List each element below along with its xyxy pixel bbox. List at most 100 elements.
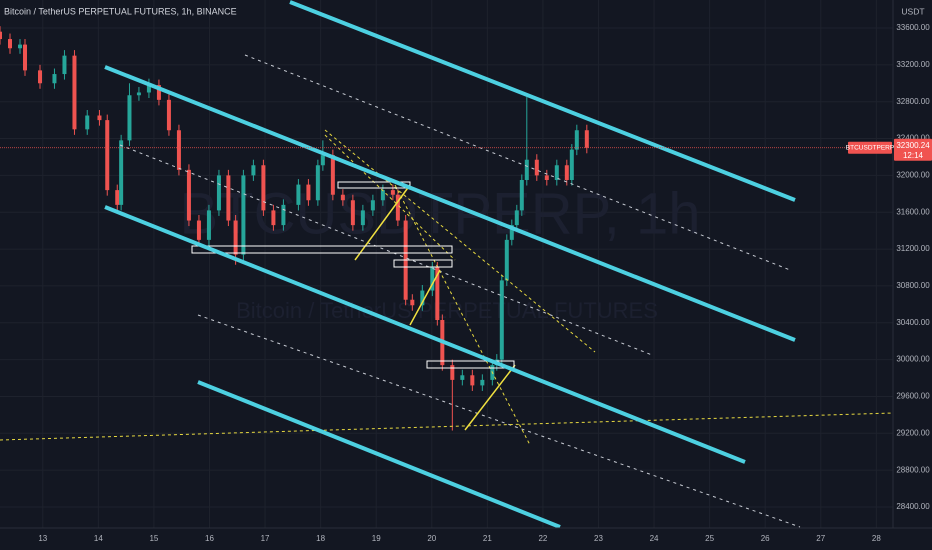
candle-body [350,200,355,226]
x-tick-label: 23 [594,534,603,543]
candle-body [119,140,124,205]
candle-body [410,299,415,306]
candle-body [460,375,465,380]
y-tick-label: 33600.00 [896,23,930,32]
candle-body [105,120,110,191]
chart-title: Bitcoin / TetherUS PERPETUAL FUTURES, 1h… [4,6,237,16]
fib-line [324,129,596,353]
candle-body [241,175,246,255]
candle-body [23,44,28,71]
candle-body [186,169,191,221]
candle-body [52,74,57,84]
y-tick-label: 28800.00 [896,465,930,474]
candle-body [569,149,574,180]
y-tick-label: 28400.00 [896,502,930,511]
y-tick-label: 32000.00 [896,170,930,179]
last-price-label: 32300.24 [896,141,930,150]
candle-body [544,175,549,180]
candle-body [499,280,504,360]
y-tick-label: 32800.00 [896,97,930,106]
zone-box [393,259,453,268]
channel-line [289,0,796,202]
candle-body [435,267,440,321]
zone-box [191,245,453,254]
x-tick-label: 27 [816,534,825,543]
y-tick-label: 32400.00 [896,134,930,143]
watermark-symbol: BTCUSDTPERP, 1h [179,181,700,246]
channel-midline [119,144,653,356]
channel-midline [197,314,801,528]
trend-line [354,184,411,261]
x-tick-label: 22 [538,534,547,543]
candle-body [450,365,455,380]
price-axis-unit: USDT [901,6,924,16]
price-axis-bg [893,0,932,550]
countdown-label: 12:14 [903,151,924,160]
candle-body [574,130,579,150]
candle-body [97,115,102,121]
x-tick-label: 13 [38,534,47,543]
candle-body [340,194,345,201]
candle-body [390,190,395,195]
candle-body [196,220,201,240]
y-tick-label: 31200.00 [896,244,930,253]
candle-body [146,85,151,93]
candle-body [315,165,320,201]
candle-body [519,179,524,211]
candle-body [136,92,141,96]
candle-body [206,210,211,240]
candle-body [420,290,425,306]
x-tick-label: 21 [483,534,492,543]
x-tick-label: 25 [705,534,714,543]
x-tick-label: 15 [149,534,158,543]
y-tick-label: 33200.00 [896,60,930,69]
x-tick-label: 19 [372,534,381,543]
candle-body [281,204,286,226]
candle-body [271,210,276,226]
candle-body [261,165,266,211]
candle-body [166,99,171,131]
candle-body [320,155,325,166]
axes: 28400.00 28800.00 29200.00 29600.00 30000.00… [38,23,932,543]
channel-line [104,205,746,464]
candle-body [127,95,132,141]
candle-body [62,55,67,75]
candle-body [251,165,256,176]
candle-body [8,39,13,49]
candle-body [360,210,365,226]
last-price-label-bg [894,138,932,161]
candle-body [395,194,400,221]
candle-body [554,165,559,180]
drawings [0,0,894,529]
y-tick-label: 29200.00 [896,428,930,437]
candle-body [514,210,519,226]
candle-body [38,70,43,84]
candle-body [0,31,2,40]
y-tick-label: 29600.00 [896,392,930,401]
fib-line [394,184,531,446]
candle-body [504,239,509,281]
channel-line [197,380,561,529]
candle-body [430,267,435,291]
symbol-label-bg [848,141,892,154]
x-tick-label: 28 [872,534,881,543]
candle-body [524,159,529,180]
trend-line [409,269,441,326]
candle-body [296,184,301,205]
candle-body [216,175,221,211]
candle-body [85,115,90,130]
x-tick-label: 26 [761,534,770,543]
candle-body [509,225,514,240]
x-tick-label: 14 [94,534,103,543]
y-tick-label: 31600.00 [896,207,930,216]
x-tick-label: 16 [205,534,214,543]
candle-body [584,130,589,148]
y-tick-label: 30800.00 [896,281,930,290]
candle-body [176,130,181,170]
x-tick-label: 18 [316,534,325,543]
symbol-label: BTCUSDTPERP [846,144,894,151]
x-tick-label: 20 [427,534,436,543]
grid [0,0,893,528]
y-tick-label: 30400.00 [896,318,930,327]
